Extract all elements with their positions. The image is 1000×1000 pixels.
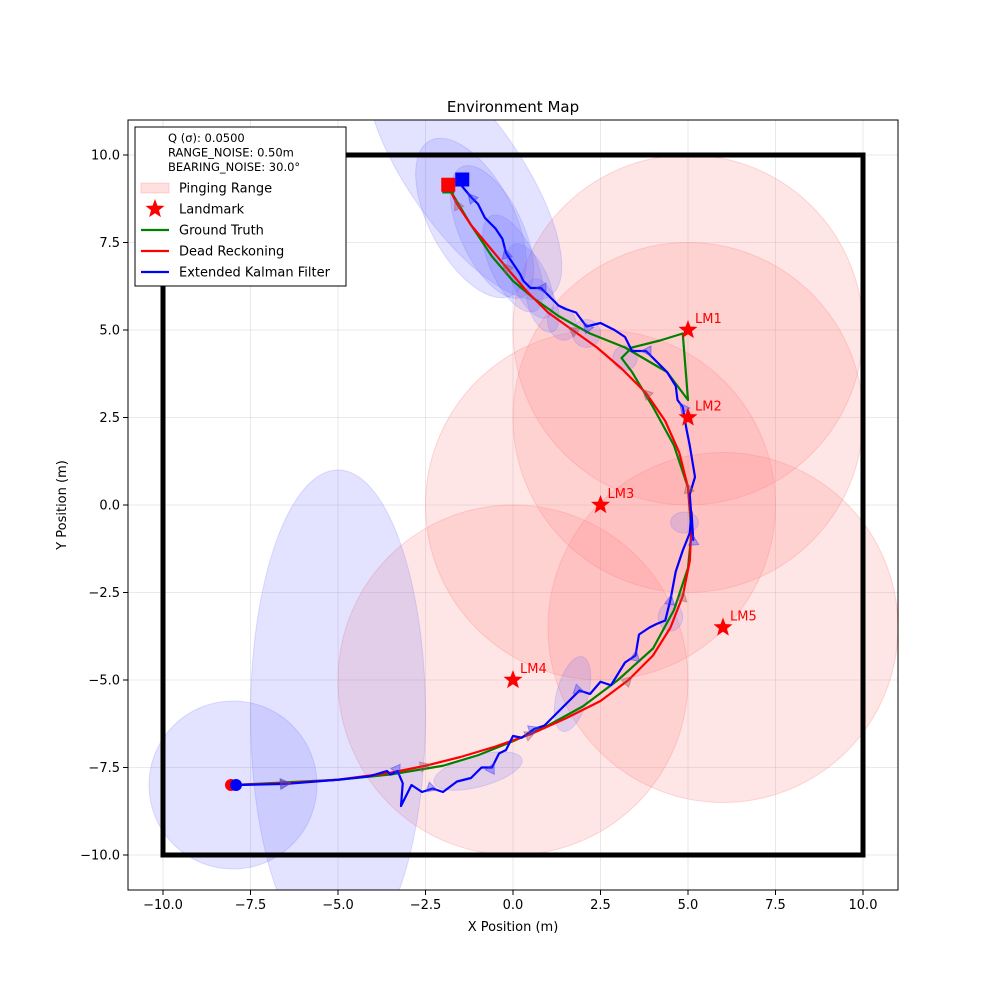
heading-arrow [502, 262, 514, 275]
legend-info-line: RANGE_NOISE: 0.50m [168, 146, 294, 160]
y-axis-ticks: −10.0 −7.5 −5.0 −2.5 0.0 2.5 5.0 7.5 10.0 [80, 149, 128, 864]
legend-label: Ground Truth [179, 224, 264, 239]
trajectory-series [232, 179, 700, 808]
uncertainty-ellipse [612, 345, 638, 371]
heading-arrow [526, 725, 540, 737]
x-tick-label: 5.0 [678, 898, 699, 913]
x-tick-label: 0.0 [503, 898, 524, 913]
legend-info-line: Q (σ): 0.0500 [168, 131, 245, 145]
y-tick-label: 7.5 [99, 236, 120, 251]
heading-arrow [679, 402, 691, 415]
end-marker-dead-reckoning [441, 177, 456, 192]
x-tick-label: 7.5 [765, 898, 786, 913]
uncertainty-ellipse [670, 511, 699, 534]
x-tick-label: −10.0 [143, 898, 183, 913]
uncertainty-ellipse [553, 656, 592, 732]
y-tick-label: 10.0 [91, 149, 120, 164]
heading-arrow [687, 533, 700, 546]
heading-arrow [683, 481, 695, 495]
start-marker-ekf [230, 779, 242, 791]
legend-label: Pinging Range [179, 182, 272, 197]
heading-arrow [675, 590, 688, 603]
heading-arrow [639, 345, 652, 357]
x-tick-label: −7.5 [235, 898, 267, 913]
landmark-label-lm4: LM4 [520, 662, 547, 677]
environment-boundary [160, 152, 866, 858]
heading-arrow [467, 192, 479, 205]
legend-label: Extended Kalman Filter [179, 266, 331, 281]
legend-label: Landmark [179, 203, 245, 218]
landmark-star-lm5 [713, 617, 733, 636]
heading-arrow [425, 781, 439, 793]
series-dead-reckoning [232, 186, 693, 787]
landmark-label-lm3: LM3 [608, 487, 635, 502]
uncertainty-ellipse [250, 469, 426, 890]
heading-arrow [279, 778, 292, 791]
landmark-star-lm1 [678, 320, 698, 339]
heading-arrow [628, 649, 641, 662]
x-tick-label: 2.5 [590, 898, 611, 913]
y-tick-label: 0.0 [99, 499, 120, 514]
landmark-label-lm2: LM2 [695, 400, 722, 415]
landmarks: LM1 LM2 LM3 LM4 LM5 [503, 312, 757, 689]
y-tick-label: 5.0 [99, 324, 120, 339]
legend-handle-patch [140, 182, 170, 194]
x-tick-label: −5.0 [322, 898, 354, 913]
y-tick-label: −7.5 [88, 761, 120, 776]
heading-arrow [279, 777, 292, 790]
y-tick-label: −5.0 [88, 674, 120, 689]
heading-arrow [454, 198, 465, 212]
legend-label: Dead Reckoning [179, 245, 284, 260]
x-axis-ticks: −10.0 −7.5 −5.0 −2.5 0.0 2.5 5.0 7.5 10.0 [143, 890, 877, 913]
y-axis-label: Y Position (m) [55, 460, 70, 551]
heading-arrow [582, 321, 595, 335]
y-tick-label: −10.0 [80, 849, 120, 864]
x-tick-label: −2.5 [410, 898, 442, 913]
x-axis-label: X Position (m) [468, 920, 559, 935]
heading-arrow [567, 326, 581, 338]
series-extended-kalman-filter [236, 179, 697, 808]
landmark-star-lm2 [678, 407, 698, 426]
landmark-label-lm1: LM1 [695, 312, 722, 327]
chart-title: Environment Map [447, 98, 579, 116]
pose-markers [225, 172, 470, 791]
uncertainty-ellipse [506, 243, 555, 319]
y-tick-label: −2.5 [88, 586, 120, 601]
heading-arrow [523, 731, 537, 742]
legend-info-line: BEARING_NOISE: 30.0° [168, 160, 300, 174]
heading-arrow [418, 761, 432, 773]
heading-arrow [534, 282, 547, 294]
heading-arrow [663, 593, 676, 606]
legend-handle-star [145, 199, 165, 218]
heading-arrow [572, 683, 586, 695]
landmark-label-lm5: LM5 [730, 610, 757, 625]
x-tick-label: 10.0 [849, 898, 878, 913]
heading-arrow [389, 763, 401, 777]
heading-arrow [501, 247, 513, 260]
end-marker-ekf [455, 172, 470, 187]
y-tick-label: 2.5 [99, 411, 120, 426]
heading-arrow [641, 388, 654, 401]
landmark-star-lm4 [503, 670, 523, 689]
heading-arrow [484, 762, 495, 776]
landmark-star-lm3 [590, 495, 611, 514]
legend-box [134, 126, 347, 287]
heading-arrow [620, 675, 633, 688]
